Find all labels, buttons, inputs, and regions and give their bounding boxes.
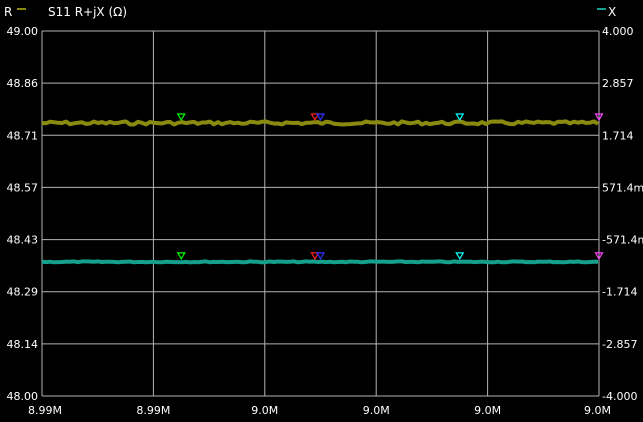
- tick-labels: 49.00 48.86 48.71 48.57 48.43 48.29 48.14 48.00…: [7, 25, 643, 417]
- x-tick-label: 9.0M: [251, 404, 278, 417]
- series-x-trace: [41, 259, 598, 265]
- marker-triangle: [310, 252, 320, 261]
- marker-triangle: [315, 113, 326, 122]
- x-tick-label: 9.0M: [584, 404, 611, 417]
- left-tick-label: 48.86: [7, 77, 39, 90]
- right-tick-label: 1.714: [602, 129, 634, 142]
- marker-triangle: [310, 113, 320, 122]
- left-tick-label: 48.00: [7, 390, 39, 403]
- right-tick-label: -4.000: [602, 390, 637, 403]
- right-tick-label: 4.000: [602, 25, 634, 38]
- left-axis-label: R: [4, 5, 12, 19]
- marker-triangle: [594, 113, 604, 122]
- marker-triangle: [176, 252, 186, 261]
- x-tick-label: 9.0M: [363, 404, 390, 417]
- series-r-trace: [41, 119, 600, 127]
- chart-title: S11 R+jX (Ω): [48, 5, 127, 19]
- right-tick-label: -2.857: [602, 338, 637, 351]
- marker-triangle: [176, 113, 186, 122]
- x-tick-label: 8.99M: [136, 404, 170, 417]
- x-tick-label: 9.0M: [474, 404, 501, 417]
- left-tick-label: 48.14: [7, 338, 39, 351]
- right-axis-label: X: [608, 5, 616, 19]
- marker-triangle: [455, 252, 465, 261]
- left-tick-label: 48.29: [7, 286, 39, 299]
- left-tick-label: 48.71: [7, 129, 39, 142]
- x-tick-label: 8.99M: [28, 404, 62, 417]
- series-layer: [41, 119, 600, 265]
- right-tick-label: 2.857: [602, 77, 634, 90]
- right-tick-label: -571.4m: [602, 234, 643, 247]
- marker-triangle: [594, 252, 604, 261]
- chart-grid: [41, 30, 600, 397]
- marker-triangle: [455, 113, 465, 122]
- left-tick-label: 48.57: [7, 181, 39, 194]
- left-tick-label: 48.43: [7, 234, 39, 247]
- right-tick-label: 571.4m: [602, 181, 643, 194]
- chart-header: R S11 R+jX (Ω) X: [4, 5, 616, 19]
- marker-triangle: [315, 252, 326, 261]
- left-tick-label: 49.00: [7, 25, 39, 38]
- right-tick-label: -1.714: [602, 286, 637, 299]
- markers-layer: [176, 113, 604, 261]
